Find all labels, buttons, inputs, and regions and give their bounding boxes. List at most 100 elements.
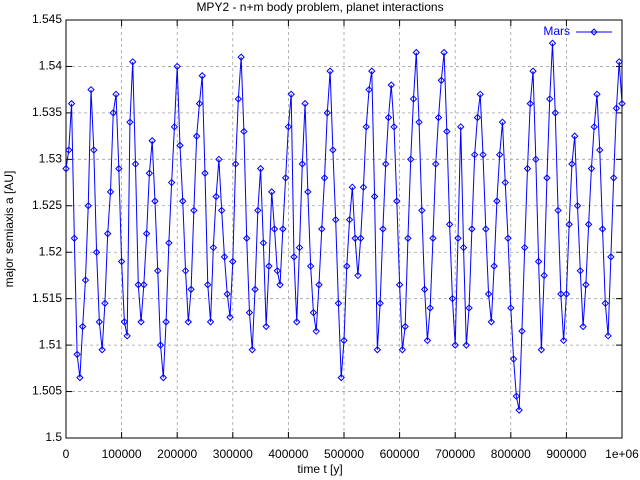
y-tick-label: 1.52 <box>39 244 63 258</box>
data-point <box>151 197 159 205</box>
data-point <box>543 174 551 182</box>
data-point <box>468 225 476 233</box>
x-tick-label: 600000 <box>380 447 420 461</box>
data-point <box>192 132 201 140</box>
data-point <box>554 206 562 215</box>
data-point <box>343 262 351 270</box>
data-point <box>81 276 90 284</box>
data-point <box>434 113 443 122</box>
data-point <box>198 72 206 80</box>
data-point <box>607 253 615 261</box>
data-point <box>62 164 70 173</box>
data-point <box>354 271 362 280</box>
data-point <box>568 160 576 168</box>
data-point <box>540 271 548 280</box>
data-point <box>262 322 270 331</box>
y-tick-label: 1.515 <box>32 291 62 305</box>
data-point <box>320 174 329 182</box>
x-tick-label: 700000 <box>435 447 475 461</box>
data-point <box>201 169 209 177</box>
data-point <box>509 355 518 363</box>
data-point <box>495 150 504 159</box>
data-point <box>156 341 165 349</box>
data-point <box>518 327 526 335</box>
x-axis-label: time t [y] <box>297 462 342 476</box>
data-point <box>154 267 162 275</box>
y-tick-label: 1.5 <box>45 430 62 444</box>
data-point <box>462 341 471 349</box>
data-point <box>215 155 223 164</box>
data-point <box>223 290 231 298</box>
data-point <box>412 48 420 57</box>
data-point <box>571 132 579 140</box>
data-point <box>284 123 293 131</box>
data-point <box>329 146 337 154</box>
data-point <box>362 123 370 131</box>
data-point <box>270 225 279 233</box>
data-point <box>176 141 184 150</box>
data-point <box>87 85 95 94</box>
data-point <box>117 257 126 266</box>
data-point <box>331 216 340 224</box>
data-point <box>129 58 137 66</box>
data-point <box>501 178 509 187</box>
data-point <box>195 99 204 108</box>
data-point <box>212 192 220 201</box>
data-point <box>101 299 109 308</box>
data-point <box>490 262 498 270</box>
data-point <box>309 308 318 317</box>
data-point <box>256 164 265 173</box>
x-tick-label: 300000 <box>213 447 253 461</box>
data-point <box>237 53 245 61</box>
data-point <box>334 299 343 308</box>
data-point <box>301 99 309 108</box>
data-point <box>159 373 168 382</box>
data-point <box>78 322 87 331</box>
data-point <box>584 220 593 229</box>
data-point <box>404 234 412 242</box>
data-point <box>120 318 129 326</box>
data-point <box>604 332 612 340</box>
data-point <box>173 62 181 71</box>
data-point <box>445 220 454 229</box>
data-point <box>459 243 468 252</box>
data-point <box>534 257 543 266</box>
data-point <box>448 294 457 303</box>
data-point <box>184 318 193 326</box>
data-point <box>251 285 259 294</box>
data-point <box>423 336 432 345</box>
data-point <box>551 109 559 117</box>
data-point <box>348 183 357 191</box>
data-point <box>565 220 573 229</box>
data-point <box>373 346 382 354</box>
data-point <box>559 336 568 345</box>
data-point <box>429 234 437 242</box>
data-point <box>240 127 248 136</box>
data-point <box>537 346 546 354</box>
x-tick-label: 0 <box>63 447 70 461</box>
data-point <box>242 234 251 242</box>
data-point <box>598 225 607 233</box>
data-point <box>209 243 218 252</box>
data-point <box>142 229 151 238</box>
data-point <box>248 346 256 354</box>
data-point <box>484 290 493 298</box>
data-point <box>384 113 393 122</box>
data-point <box>226 313 234 321</box>
data-point <box>376 299 384 308</box>
data-point <box>268 188 276 196</box>
data-point <box>579 322 587 331</box>
data-point <box>304 188 312 196</box>
data-point <box>426 304 434 312</box>
data-point <box>231 160 240 168</box>
data-point <box>479 150 487 159</box>
data-point <box>206 318 215 326</box>
data-point <box>601 299 610 308</box>
y-tick-label: 1.54 <box>39 59 63 73</box>
data-point <box>390 123 398 131</box>
data-point <box>573 202 582 210</box>
data-point <box>507 304 515 312</box>
data-point <box>609 174 618 182</box>
data-point <box>440 48 448 57</box>
